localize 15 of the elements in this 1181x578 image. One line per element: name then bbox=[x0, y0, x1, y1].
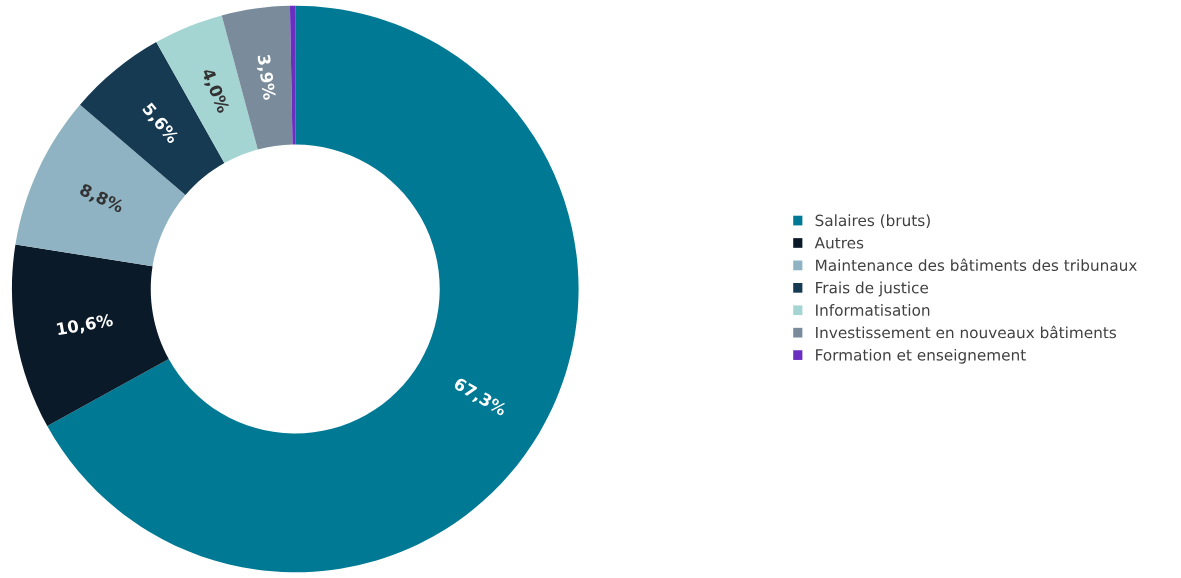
donut-slice bbox=[11, 244, 169, 427]
legend-label: Frais de justice bbox=[816, 281, 929, 297]
legend-label: Formation et enseignement bbox=[816, 348, 1026, 364]
data-label: 8,8% bbox=[78, 182, 125, 216]
legend-label: Investissement en nouveaux bâtiments bbox=[816, 325, 1117, 339]
donut-slice bbox=[47, 5, 579, 573]
legend-label: Salaires (bruts) bbox=[815, 214, 930, 228]
data-label: 4,0% bbox=[199, 67, 231, 115]
legend-label: Informatisation bbox=[816, 304, 930, 316]
data-label: 3,9% bbox=[255, 54, 277, 101]
donut-slice bbox=[15, 104, 186, 267]
data-label: 10,6% bbox=[56, 313, 114, 338]
donut-slice bbox=[289, 5, 296, 145]
legend-label: Maintenance des bâtiments des tribunaux bbox=[816, 258, 1137, 272]
legend-label: Autres bbox=[814, 237, 864, 249]
